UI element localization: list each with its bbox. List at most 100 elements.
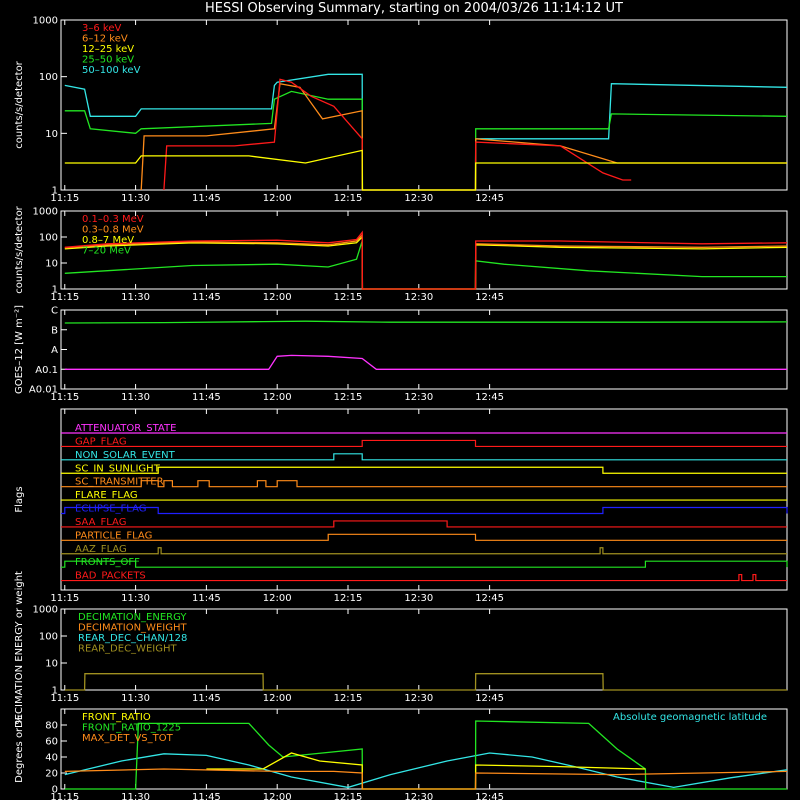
x-tick-label: 11:30 — [121, 593, 150, 604]
flag-label: NON_SOLAR_EVENT — [75, 450, 176, 461]
y-tick-label: C — [51, 306, 58, 317]
flag-label: FLARE_FLAG — [75, 490, 138, 501]
x-tick-label: 12:15 — [334, 193, 363, 204]
flag-line — [61, 466, 787, 474]
y-tick-label: 1000 — [33, 16, 58, 27]
x-tick-label: 12:15 — [334, 792, 363, 800]
x-tick-label: 12:45 — [475, 193, 504, 204]
x-tick-label: 12:00 — [263, 193, 292, 204]
y-axis-label: Degrees or % — [14, 715, 25, 783]
x-tick-label: 12:00 — [263, 392, 292, 403]
y-tick-label: 100 — [39, 72, 58, 83]
x-tick-label: 12:30 — [404, 392, 433, 403]
y-tick-label: A — [51, 345, 58, 356]
y-tick-label: 10 — [45, 659, 58, 670]
x-tick-label: 12:15 — [334, 593, 363, 604]
panel-ratio: 11:15 11:30 11:45 12:00 12:15 12:30 12:45 0 20 40… — [14, 708, 788, 800]
legend-entry: 0.8–7 MeV — [82, 235, 134, 246]
plots-group: 11:15 11:30 11:45 12:00 12:15 12:30 12:4511010… — [14, 16, 788, 800]
series-50-100-kev — [64, 73, 788, 191]
series-rear-dec-weight — [64, 673, 787, 691]
x-tick-label: 11:45 — [192, 792, 221, 800]
y-tick-label: 20 — [45, 769, 58, 780]
panel-goes: 11:15 11:30 11:45 12:00 12:15 12:30 12:45 A0.01… — [14, 305, 788, 403]
x-tick-label: 12:00 — [263, 292, 292, 303]
legend-entry: REAR_DEC_WEIGHT — [78, 644, 177, 655]
x-tick-label: 11:15 — [50, 193, 79, 204]
x-tick-label: 12:45 — [475, 392, 504, 403]
panel-hi: 11:15 11:30 11:45 12:00 12:15 12:30 12:45 1 10 10… — [14, 205, 788, 303]
y-tick-label: 80 — [45, 721, 58, 732]
x-tick-label: 11:30 — [121, 193, 150, 204]
x-tick-label: 11:45 — [192, 292, 221, 303]
legend-entry: 3–6 keV — [82, 23, 121, 34]
x-tick-label: 11:15 — [50, 593, 79, 604]
x-tick-label: 12:15 — [334, 392, 363, 403]
flag-label: FRONTS_OFF — [75, 557, 140, 568]
y-tick-label: 60 — [45, 737, 58, 748]
y-tick-label: 0 — [52, 785, 58, 796]
series-3-6-kev — [163, 78, 632, 191]
legend-entry: 25–50 keV — [82, 55, 134, 66]
flag-label: PARTICLE_FLAG — [75, 530, 152, 541]
y-tick-label: 1 — [52, 186, 58, 197]
legend-entry: 6–12 keV — [82, 34, 128, 45]
x-tick-label: 12:45 — [475, 693, 504, 704]
x-tick-label: 11:15 — [50, 693, 79, 704]
legend-entry: 0.3–0.8 MeV — [82, 225, 144, 236]
panel-lo: 11:15 11:30 11:45 12:00 12:15 12:30 12:45 1 10 10… — [14, 16, 788, 204]
panel-dec: 11:15 11:30 11:45 12:00 12:15 12:30 12:45 1 10 10… — [14, 571, 788, 728]
y-tick-label: 10 — [45, 259, 58, 270]
x-tick-label: 11:30 — [121, 693, 150, 704]
y-tick-label: 40 — [45, 753, 58, 764]
flag-line — [61, 520, 787, 528]
series-short — [64, 354, 787, 370]
legend-entry: DECIMATION_WEIGHT — [78, 623, 187, 634]
y-tick-label: B — [51, 325, 58, 336]
y-tick-label: 1 — [52, 285, 58, 296]
y-axis-label: GOES–12 [W m⁻²] — [14, 305, 25, 394]
legend-entry: DECIMATION_ENERGY — [78, 612, 187, 623]
x-tick-label: 11:15 — [50, 292, 79, 303]
legend-entry: FRONT_RATIO — [82, 712, 151, 723]
y-tick-label: 1000 — [33, 605, 58, 616]
flag-label: BAD_PACKETS — [75, 571, 146, 582]
x-tick-label: 12:00 — [263, 593, 292, 604]
flag-line — [61, 506, 788, 515]
x-tick-label: 11:45 — [192, 193, 221, 204]
series-12-25-kev — [64, 149, 787, 191]
x-tick-label: 11:30 — [121, 292, 150, 303]
figure-title: HESSI Observing Summary, starting on 200… — [205, 1, 623, 16]
y-tick-label: 1 — [52, 686, 58, 697]
x-tick-label: 12:30 — [404, 193, 433, 204]
flag-label: SC_TRANSMITTER — [75, 477, 164, 488]
x-tick-label: 11:45 — [192, 593, 221, 604]
x-tick-label: 12:00 — [263, 792, 292, 800]
flag-label: ATTENUATOR_STATE — [75, 423, 176, 434]
flag-line — [61, 439, 787, 448]
x-tick-label: 12:45 — [475, 792, 504, 800]
y-tick-label: 1000 — [33, 207, 58, 218]
x-tick-label: 12:15 — [334, 292, 363, 303]
legend-entry: REAR_DEC_CHAN/128 — [78, 633, 187, 644]
x-tick-label: 11:15 — [50, 392, 79, 403]
y-tick-label: 10 — [45, 129, 58, 140]
legend-entry: MAX_DET_VS_TOT — [82, 733, 174, 744]
y-axis-label: DECIMATION ENERGY or weight — [14, 571, 25, 728]
flag-line — [61, 573, 787, 582]
flag-line — [61, 547, 787, 555]
y-tick-label: 100 — [39, 233, 58, 244]
y-tick-label: A0.1 — [35, 365, 58, 376]
panel-flags: 11:15 11:30 11:45 12:00 12:15 12:30 12:45 Flags… — [14, 408, 788, 604]
x-tick-label: 11:30 — [121, 792, 150, 800]
flag-label: SAA_FLAG — [75, 517, 126, 528]
y-axis-label: counts/s/detector — [14, 60, 25, 148]
x-tick-label: 12:45 — [475, 593, 504, 604]
x-tick-label: 12:30 — [404, 593, 433, 604]
flag-line — [61, 533, 787, 541]
y-axis-label: counts/s/detector — [14, 205, 25, 293]
legend-entry: 0.1–0.3 MeV — [82, 214, 144, 225]
flag-line — [61, 480, 787, 488]
